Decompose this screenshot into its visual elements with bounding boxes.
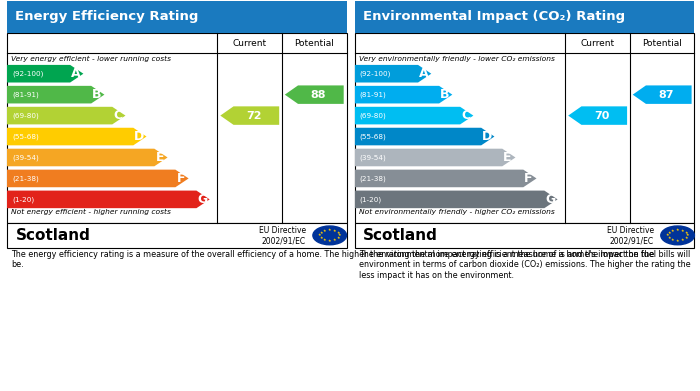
Text: A: A xyxy=(419,67,428,80)
Polygon shape xyxy=(7,128,146,145)
Text: D: D xyxy=(482,130,493,143)
Text: B: B xyxy=(92,88,102,101)
FancyBboxPatch shape xyxy=(355,223,694,248)
Text: ★: ★ xyxy=(680,229,685,233)
Text: (81-91): (81-91) xyxy=(360,91,386,98)
Text: (92-100): (92-100) xyxy=(360,70,391,77)
Text: (1-20): (1-20) xyxy=(360,196,382,203)
FancyBboxPatch shape xyxy=(355,1,694,33)
Text: C: C xyxy=(113,109,122,122)
Circle shape xyxy=(661,226,694,245)
Polygon shape xyxy=(355,65,431,83)
Text: G: G xyxy=(197,193,208,206)
Polygon shape xyxy=(355,190,558,208)
Polygon shape xyxy=(7,107,125,124)
Text: 87: 87 xyxy=(659,90,674,100)
Text: ★: ★ xyxy=(676,239,679,243)
Text: ★: ★ xyxy=(323,238,326,242)
Text: F: F xyxy=(176,172,185,185)
Text: (69-80): (69-80) xyxy=(12,112,38,119)
Text: EU Directive
2002/91/EC: EU Directive 2002/91/EC xyxy=(259,226,306,245)
Text: ★: ★ xyxy=(666,233,669,237)
Text: (39-54): (39-54) xyxy=(360,154,386,161)
Text: ★: ★ xyxy=(667,236,671,240)
Text: C: C xyxy=(461,109,470,122)
Text: Very energy efficient - lower running costs: Very energy efficient - lower running co… xyxy=(11,56,171,63)
Text: Current: Current xyxy=(232,38,267,48)
FancyBboxPatch shape xyxy=(355,33,694,223)
Text: ★: ★ xyxy=(328,239,332,243)
Text: (55-68): (55-68) xyxy=(360,133,386,140)
Polygon shape xyxy=(355,170,536,187)
Text: A: A xyxy=(71,67,80,80)
Text: Potential: Potential xyxy=(642,38,682,48)
Text: (92-100): (92-100) xyxy=(12,70,43,77)
Text: 70: 70 xyxy=(594,111,609,120)
Text: ★: ★ xyxy=(337,236,340,240)
Text: ★: ★ xyxy=(671,229,674,233)
Text: Scotland: Scotland xyxy=(15,228,90,243)
Text: (21-38): (21-38) xyxy=(12,175,38,182)
Text: G: G xyxy=(545,193,556,206)
Text: Not environmentally friendly - higher CO₂ emissions: Not environmentally friendly - higher CO… xyxy=(359,209,555,215)
Text: (39-54): (39-54) xyxy=(12,154,38,161)
Text: (69-80): (69-80) xyxy=(360,112,386,119)
Text: ★: ★ xyxy=(337,231,340,235)
Text: The energy efficiency rating is a measure of the overall efficiency of a home. T: The energy efficiency rating is a measur… xyxy=(11,250,690,269)
Text: ★: ★ xyxy=(337,233,342,237)
Polygon shape xyxy=(568,106,627,125)
Polygon shape xyxy=(220,106,279,125)
Text: Scotland: Scotland xyxy=(363,228,438,243)
Text: ★: ★ xyxy=(319,231,323,235)
FancyBboxPatch shape xyxy=(7,33,346,223)
Text: F: F xyxy=(524,172,533,185)
Text: (81-91): (81-91) xyxy=(12,91,38,98)
Text: ★: ★ xyxy=(333,238,336,242)
Text: Potential: Potential xyxy=(294,38,334,48)
Text: Very environmentally friendly - lower CO₂ emissions: Very environmentally friendly - lower CO… xyxy=(359,56,555,63)
Text: B: B xyxy=(440,88,449,101)
Text: 72: 72 xyxy=(246,111,262,120)
Circle shape xyxy=(313,226,346,245)
Text: ★: ★ xyxy=(671,238,674,242)
Text: EU Directive
2002/91/EC: EU Directive 2002/91/EC xyxy=(607,226,654,245)
Text: ★: ★ xyxy=(319,236,323,240)
Text: Energy Efficiency Rating: Energy Efficiency Rating xyxy=(15,10,199,23)
Polygon shape xyxy=(7,86,104,104)
Text: ★: ★ xyxy=(328,228,332,232)
Text: Not energy efficient - higher running costs: Not energy efficient - higher running co… xyxy=(11,209,171,215)
Text: ★: ★ xyxy=(667,231,671,235)
Polygon shape xyxy=(355,107,473,124)
Text: ★: ★ xyxy=(685,236,688,240)
Polygon shape xyxy=(633,85,692,104)
Text: E: E xyxy=(155,151,164,164)
Text: 88: 88 xyxy=(311,90,326,100)
Text: ★: ★ xyxy=(685,233,689,237)
Polygon shape xyxy=(355,128,494,145)
Text: Current: Current xyxy=(580,38,615,48)
Polygon shape xyxy=(7,170,188,187)
Text: ★: ★ xyxy=(685,231,688,235)
Text: D: D xyxy=(134,130,145,143)
Polygon shape xyxy=(7,190,210,208)
Text: ★: ★ xyxy=(676,228,679,232)
Text: ★: ★ xyxy=(333,229,336,233)
Text: E: E xyxy=(503,151,512,164)
Text: ★: ★ xyxy=(680,238,685,242)
Polygon shape xyxy=(355,86,452,104)
FancyBboxPatch shape xyxy=(7,1,346,33)
Polygon shape xyxy=(285,85,344,104)
Text: The environmental impact rating is a measure of a home's impact on the environme: The environmental impact rating is a mea… xyxy=(359,250,691,280)
Text: (55-68): (55-68) xyxy=(12,133,38,140)
FancyBboxPatch shape xyxy=(7,223,346,248)
Text: Environmental Impact (CO₂) Rating: Environmental Impact (CO₂) Rating xyxy=(363,10,625,23)
Text: (21-38): (21-38) xyxy=(360,175,386,182)
Text: ★: ★ xyxy=(318,233,321,237)
Polygon shape xyxy=(355,149,515,166)
Text: ★: ★ xyxy=(323,229,326,233)
Polygon shape xyxy=(7,149,167,166)
Text: (1-20): (1-20) xyxy=(12,196,34,203)
Polygon shape xyxy=(7,65,83,83)
